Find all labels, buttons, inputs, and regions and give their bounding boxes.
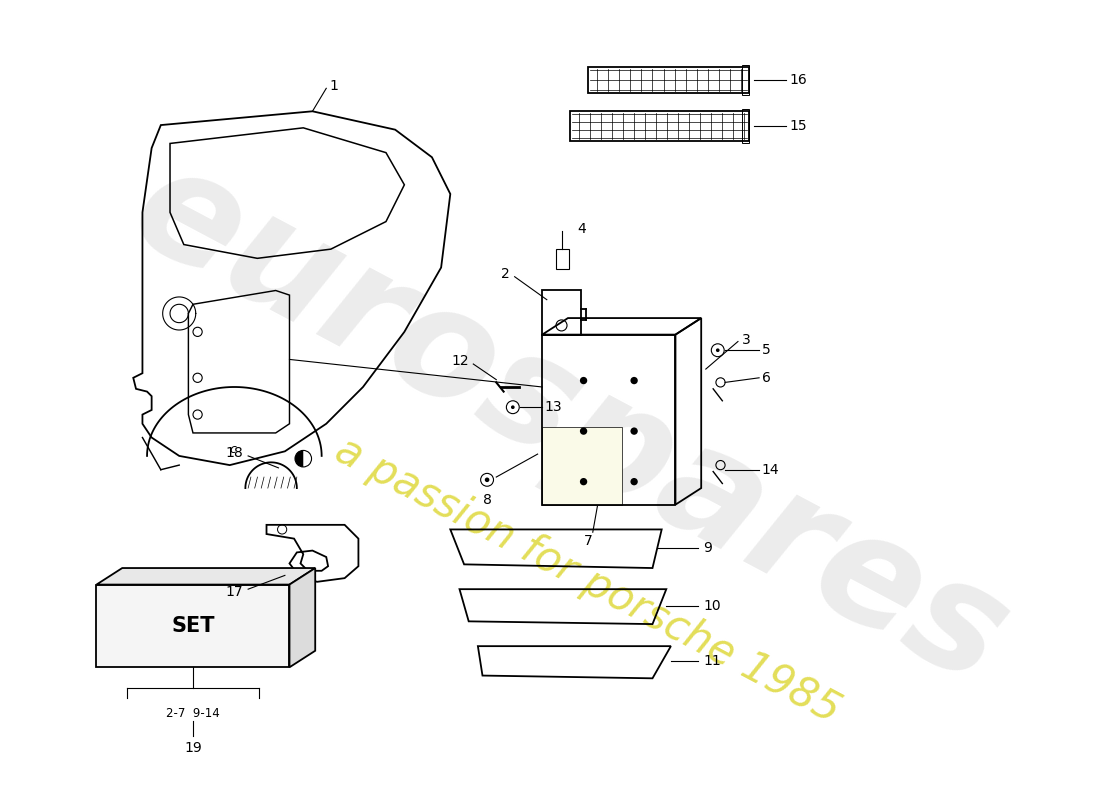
Text: 19: 19: [184, 741, 202, 755]
Text: 2: 2: [502, 267, 510, 281]
Circle shape: [580, 478, 587, 486]
Text: 11: 11: [703, 654, 720, 668]
Text: 18: 18: [226, 446, 243, 460]
Text: SET: SET: [172, 616, 214, 636]
Text: 2-7  9-14: 2-7 9-14: [166, 706, 220, 720]
Text: 8: 8: [483, 493, 492, 507]
Circle shape: [580, 377, 587, 384]
Bar: [570, 111, 749, 141]
Text: 3: 3: [741, 333, 750, 346]
Text: 1: 1: [329, 78, 338, 93]
Polygon shape: [97, 568, 316, 585]
Text: 6: 6: [762, 371, 771, 385]
Text: 16: 16: [790, 73, 807, 87]
Text: a passion for porsche 1985: a passion for porsche 1985: [329, 429, 848, 731]
Polygon shape: [542, 426, 623, 505]
Text: eurospares: eurospares: [108, 131, 1031, 716]
Wedge shape: [295, 450, 304, 467]
Circle shape: [716, 348, 719, 352]
Polygon shape: [289, 568, 316, 667]
Text: 9: 9: [703, 541, 712, 555]
Circle shape: [580, 427, 587, 434]
Bar: [741, 110, 749, 142]
Text: 15: 15: [790, 119, 807, 133]
Circle shape: [485, 478, 490, 482]
Text: 4: 4: [578, 222, 586, 236]
Text: 7: 7: [584, 534, 593, 548]
Circle shape: [512, 406, 515, 409]
Text: 17: 17: [226, 585, 243, 599]
Polygon shape: [97, 585, 289, 667]
Text: 14: 14: [762, 462, 780, 477]
Circle shape: [630, 427, 638, 434]
Circle shape: [630, 377, 638, 384]
Bar: [542, 290, 581, 334]
Text: 10: 10: [703, 598, 720, 613]
Text: 13: 13: [544, 400, 562, 414]
Circle shape: [630, 478, 638, 486]
Text: 12: 12: [451, 354, 469, 368]
Bar: [556, 249, 569, 270]
Text: 5: 5: [762, 343, 771, 358]
Bar: [741, 66, 749, 94]
Text: c: c: [229, 443, 235, 456]
Bar: [588, 67, 749, 93]
